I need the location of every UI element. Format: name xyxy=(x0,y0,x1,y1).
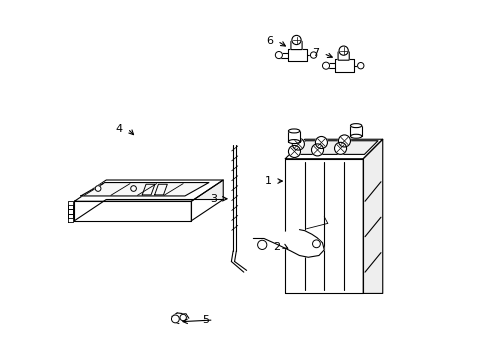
Polygon shape xyxy=(334,59,354,72)
Circle shape xyxy=(275,51,282,59)
Circle shape xyxy=(310,52,316,58)
Text: 4: 4 xyxy=(116,123,122,134)
Text: 5: 5 xyxy=(202,315,209,325)
Circle shape xyxy=(291,35,301,45)
Circle shape xyxy=(311,144,323,156)
Polygon shape xyxy=(253,230,324,257)
Ellipse shape xyxy=(288,140,299,144)
Polygon shape xyxy=(363,139,382,293)
Circle shape xyxy=(130,186,136,192)
Circle shape xyxy=(338,135,350,147)
Circle shape xyxy=(95,186,101,192)
Polygon shape xyxy=(74,180,223,201)
Circle shape xyxy=(334,142,346,154)
Circle shape xyxy=(288,145,300,157)
Circle shape xyxy=(322,62,329,69)
Circle shape xyxy=(338,46,347,55)
FancyBboxPatch shape xyxy=(290,41,302,50)
Text: 6: 6 xyxy=(265,36,272,46)
FancyBboxPatch shape xyxy=(337,52,348,60)
FancyBboxPatch shape xyxy=(337,52,348,60)
Circle shape xyxy=(292,138,304,150)
Ellipse shape xyxy=(288,129,299,133)
Circle shape xyxy=(315,136,327,149)
Polygon shape xyxy=(81,183,208,196)
Circle shape xyxy=(171,315,179,323)
Polygon shape xyxy=(291,141,377,154)
Polygon shape xyxy=(285,159,363,293)
Ellipse shape xyxy=(350,134,361,138)
Circle shape xyxy=(357,63,363,69)
Polygon shape xyxy=(74,201,191,221)
Circle shape xyxy=(312,240,320,248)
Circle shape xyxy=(180,314,186,321)
Text: 7: 7 xyxy=(311,49,318,58)
Circle shape xyxy=(257,240,266,249)
Text: 1: 1 xyxy=(264,176,271,186)
Ellipse shape xyxy=(350,123,361,127)
FancyBboxPatch shape xyxy=(290,41,302,50)
Polygon shape xyxy=(288,131,299,141)
Polygon shape xyxy=(287,49,306,61)
Polygon shape xyxy=(191,180,223,221)
Text: 3: 3 xyxy=(210,194,217,204)
Text: 2: 2 xyxy=(272,242,279,252)
Polygon shape xyxy=(285,139,382,159)
Polygon shape xyxy=(106,199,223,221)
Polygon shape xyxy=(350,126,361,136)
